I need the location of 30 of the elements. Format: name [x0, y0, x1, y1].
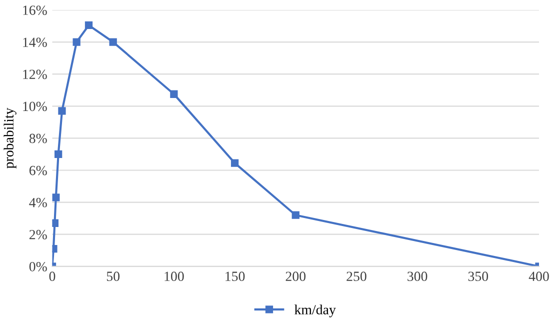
y-tick-label: 6% — [29, 166, 47, 176]
point — [72, 38, 80, 46]
x-tick-label: 150 — [226, 272, 245, 282]
point — [52, 219, 59, 227]
y-tick-label: 14% — [23, 38, 47, 48]
point — [292, 211, 300, 219]
point — [58, 107, 66, 115]
y-tick-label: 8% — [29, 134, 47, 144]
x-tick-label: 50 — [106, 272, 120, 282]
y-tick-label: 10% — [23, 102, 47, 112]
x-tick-label: 0 — [49, 272, 56, 282]
y-tick-label: 12% — [23, 70, 47, 80]
point — [84, 21, 93, 30]
y-tick-label: 4% — [29, 198, 47, 208]
x-tick-label: 300 — [408, 272, 428, 282]
point — [54, 150, 62, 158]
x-tick-label: 100 — [164, 272, 184, 282]
point — [170, 90, 178, 98]
y-tick-label: 16% — [23, 6, 47, 15]
y-tick-label: 0% — [29, 262, 47, 272]
point — [109, 38, 117, 46]
x-tick-label: 400 — [528, 272, 549, 282]
y-axis-title: probability — [4, 108, 16, 168]
point — [52, 194, 60, 202]
legend-label: km/day — [294, 304, 336, 318]
y-tick-label: 2% — [29, 230, 47, 240]
x-tick-label: 350 — [468, 272, 488, 282]
point — [230, 159, 239, 167]
x-tick-label: 250 — [346, 272, 366, 282]
x-tick-label: 200 — [286, 272, 306, 282]
